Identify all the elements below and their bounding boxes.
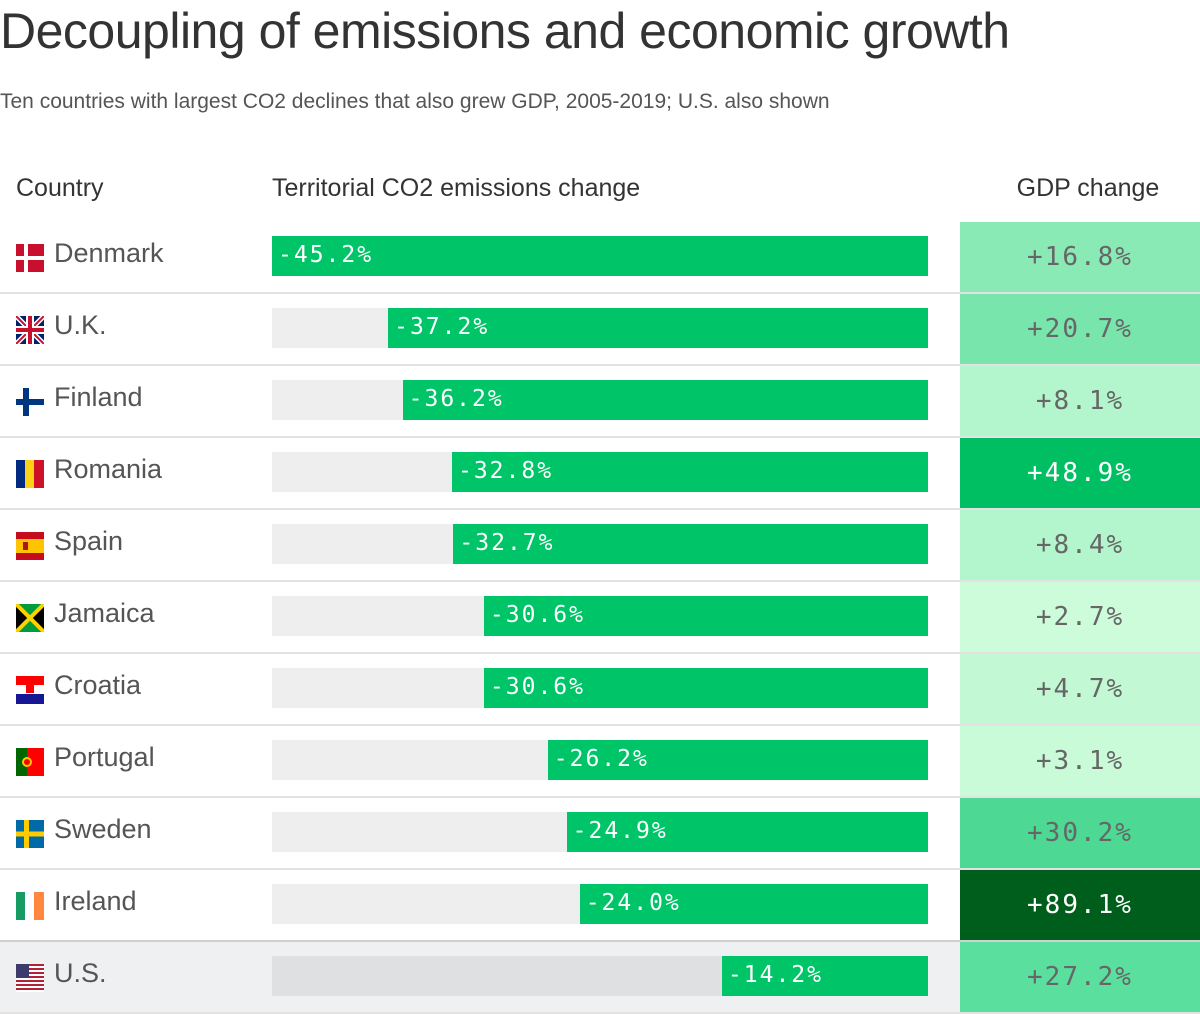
country-name: Finland <box>54 382 143 412</box>
country-name: Romania <box>54 454 163 484</box>
co2-label: -24.0% <box>585 890 681 916</box>
co2-label: -14.2% <box>727 962 824 988</box>
table-row: Finland -36.2% +8.1% <box>0 366 1200 438</box>
co2-bar-track: -24.9% <box>272 812 928 852</box>
flag-uk-icon <box>16 316 44 344</box>
co2-bar: -14.2% <box>721 956 928 996</box>
gdp-cell: +8.4% <box>960 510 1200 580</box>
co2-label: -32.7% <box>459 530 555 556</box>
co2-bar-track: -26.2% <box>272 740 928 780</box>
flag-hr-icon <box>16 676 44 704</box>
table-row: Romania -32.8% +48.9% <box>0 438 1200 510</box>
chart-subtitle: Ten countries with largest CO2 declines … <box>0 90 830 113</box>
gdp-cell: +89.1% <box>960 870 1200 940</box>
flag-ie-icon <box>16 892 44 920</box>
co2-bar: -30.6% <box>483 596 928 636</box>
co2-bar-track: -32.7% <box>272 524 928 564</box>
gdp-cell: +30.2% <box>960 798 1200 868</box>
country-name: Ireland <box>54 886 137 916</box>
chart-title: Decoupling of emissions and economic gro… <box>0 3 1010 59</box>
gdp-cell: +4.7% <box>960 654 1200 724</box>
table-row: Ireland -24.0% +89.1% <box>0 870 1200 942</box>
gdp-cell: +16.8% <box>960 222 1200 292</box>
table-row: U.K. -37.2% +20.7% <box>0 294 1200 366</box>
country-name: U.S. <box>54 958 107 988</box>
flag-us-icon <box>16 964 44 992</box>
table-row: Denmark -45.2% +16.8% <box>0 222 1200 294</box>
gdp-cell: +27.2% <box>960 942 1200 1012</box>
table-row: Portugal -26.2% +3.1% <box>0 726 1200 798</box>
co2-label: -30.6% <box>489 602 585 628</box>
gdp-cell: +8.1% <box>960 366 1200 436</box>
gdp-cell: +20.7% <box>960 294 1200 364</box>
table-row: Croatia -30.6% +4.7% <box>0 654 1200 726</box>
co2-label: -36.2% <box>408 386 504 412</box>
co2-label: -37.2% <box>394 314 490 340</box>
co2-label: -26.2% <box>553 746 649 772</box>
flag-dk-icon <box>16 244 44 272</box>
gdp-cell: +2.7% <box>960 582 1200 652</box>
gdp-cell: +48.9% <box>960 438 1200 508</box>
co2-label: -32.8% <box>457 458 554 484</box>
co2-bar: -24.0% <box>579 884 928 924</box>
country-name: Sweden <box>54 814 152 844</box>
co2-bar-track: -30.6% <box>272 668 928 708</box>
table-row: Spain -32.7% +8.4% <box>0 510 1200 582</box>
co2-bar-track: -36.2% <box>272 380 928 420</box>
co2-label: -30.6% <box>489 674 585 700</box>
country-name: Portugal <box>54 742 155 772</box>
table-row: U.S. -14.2% +27.2% <box>0 940 1200 1014</box>
country-name: Spain <box>54 526 124 556</box>
co2-bar: -36.2% <box>402 380 928 420</box>
co2-label: -24.9% <box>572 818 668 844</box>
flag-fi-icon <box>16 388 44 416</box>
header-country: Country <box>16 174 104 202</box>
co2-bar: -24.9% <box>566 812 928 852</box>
flag-jm-icon <box>16 604 44 632</box>
co2-bar: -45.2% <box>272 236 928 276</box>
co2-bar-track: -14.2% <box>272 956 928 996</box>
header-gdp: GDP change <box>1016 174 1160 202</box>
co2-bar-track: -24.0% <box>272 884 928 924</box>
flag-es-icon <box>16 532 44 560</box>
flag-pt-icon <box>16 748 44 776</box>
co2-bar-track: -45.2% <box>272 236 928 276</box>
co2-bar-track: -30.6% <box>272 596 928 636</box>
table-row: Jamaica -30.6% +2.7% <box>0 582 1200 654</box>
co2-bar: -32.8% <box>451 452 928 492</box>
country-name: Jamaica <box>54 598 155 628</box>
co2-bar: -26.2% <box>547 740 928 780</box>
flag-ro-icon <box>16 460 44 488</box>
table-row: Sweden -24.9% +30.2% <box>0 798 1200 870</box>
co2-bar-track: -32.8% <box>272 452 928 492</box>
flag-se-icon <box>16 820 44 848</box>
co2-bar: -37.2% <box>388 308 928 348</box>
country-name: U.K. <box>54 310 107 340</box>
co2-label: -45.2% <box>278 242 374 268</box>
header-co2: Territorial CO2 emissions change <box>272 174 641 202</box>
gdp-cell: +3.1% <box>960 726 1200 796</box>
country-name: Croatia <box>54 670 142 700</box>
co2-bar: -30.6% <box>483 668 928 708</box>
co2-bar: -32.7% <box>453 524 928 564</box>
co2-bar-track: -37.2% <box>272 308 928 348</box>
country-name: Denmark <box>54 238 164 268</box>
